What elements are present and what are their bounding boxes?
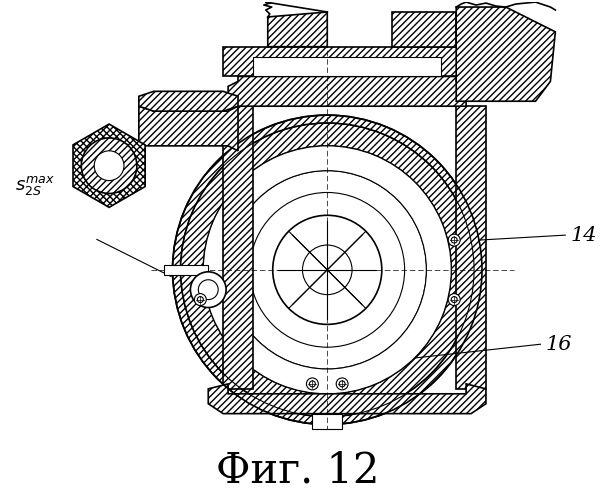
Circle shape — [451, 296, 457, 302]
Polygon shape — [392, 12, 456, 46]
Circle shape — [94, 151, 124, 180]
Circle shape — [307, 378, 319, 390]
Polygon shape — [209, 384, 486, 414]
Polygon shape — [456, 7, 555, 101]
Circle shape — [451, 237, 457, 243]
Circle shape — [336, 378, 348, 390]
Circle shape — [197, 296, 203, 302]
Circle shape — [448, 294, 460, 306]
Polygon shape — [73, 124, 145, 208]
Bar — [223, 106, 253, 389]
Polygon shape — [109, 106, 238, 151]
Circle shape — [273, 216, 382, 324]
Circle shape — [198, 280, 218, 299]
Polygon shape — [139, 92, 238, 111]
Circle shape — [81, 138, 137, 194]
Text: 16: 16 — [546, 334, 572, 353]
Circle shape — [302, 245, 352, 294]
Circle shape — [448, 234, 460, 246]
Text: $s_{2S}^{max}$: $s_{2S}^{max}$ — [15, 174, 55, 197]
Circle shape — [310, 381, 316, 387]
Polygon shape — [313, 414, 342, 428]
Circle shape — [339, 381, 345, 387]
Polygon shape — [228, 76, 466, 106]
Text: Фиг. 12: Фиг. 12 — [216, 449, 379, 491]
Text: 14: 14 — [570, 226, 597, 244]
Bar — [253, 56, 441, 76]
Circle shape — [191, 272, 226, 308]
Polygon shape — [268, 12, 328, 46]
Circle shape — [194, 294, 206, 306]
Polygon shape — [163, 265, 209, 275]
Bar — [223, 46, 471, 76]
Bar — [456, 106, 486, 389]
